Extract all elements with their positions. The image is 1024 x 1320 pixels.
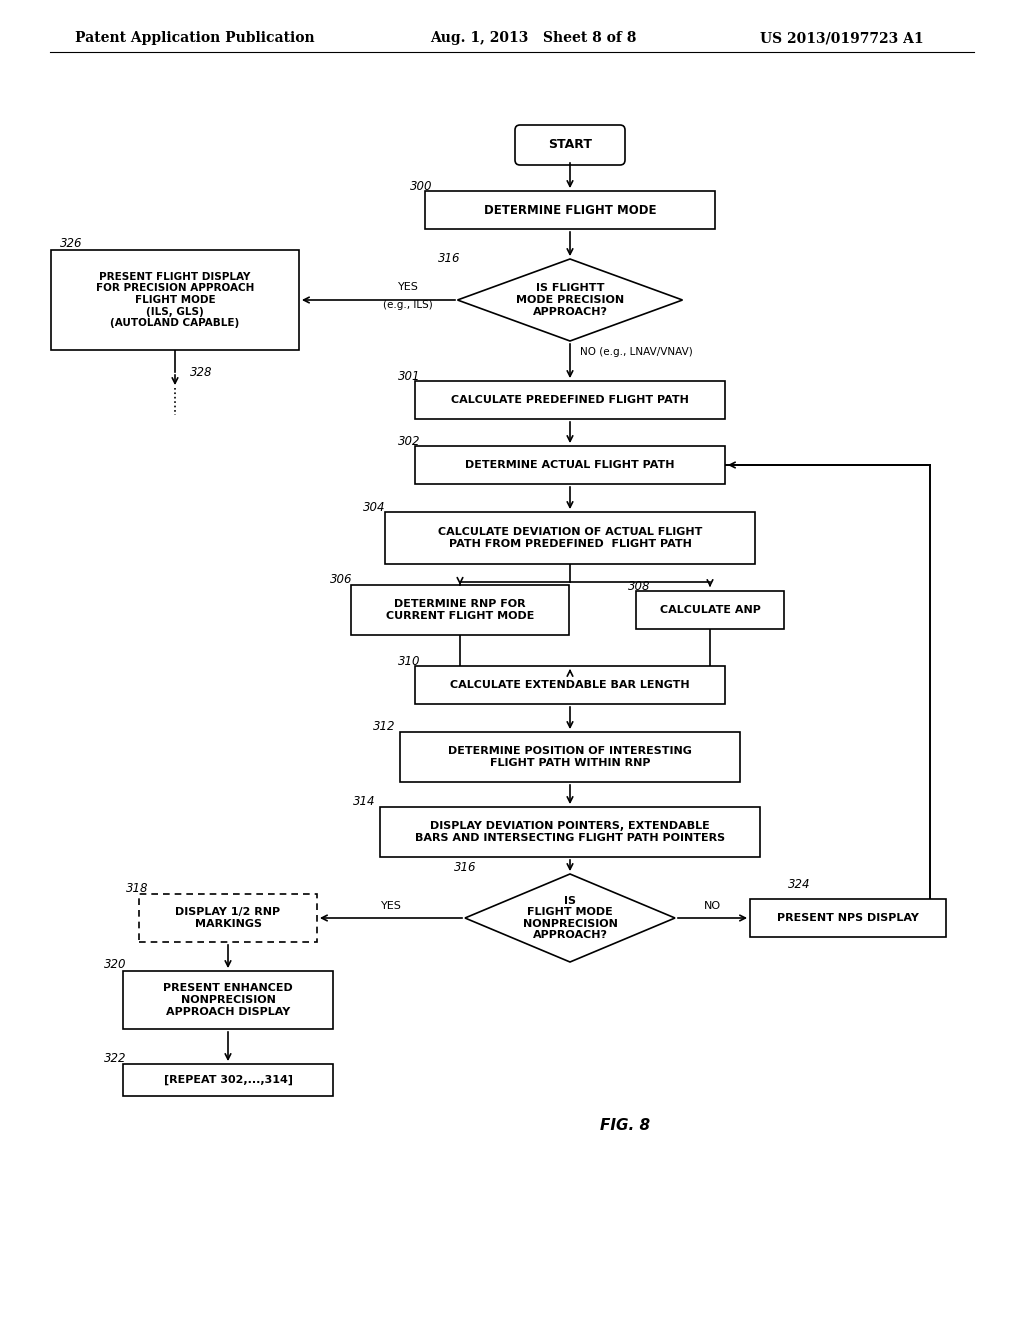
Text: YES: YES	[381, 902, 401, 911]
Text: 316: 316	[454, 861, 476, 874]
Bar	[123, 1064, 333, 1096]
Bar	[123, 972, 333, 1030]
FancyBboxPatch shape	[515, 125, 625, 165]
Bar	[415, 667, 725, 704]
Text: PRESENT ENHANCED
NONPRECISION
APPROACH DISPLAY: PRESENT ENHANCED NONPRECISION APPROACH D…	[163, 983, 293, 1016]
Bar	[51, 249, 299, 350]
Text: DETERMINE POSITION OF INTERESTING
FLIGHT PATH WITHIN RNP: DETERMINE POSITION OF INTERESTING FLIGHT…	[449, 746, 692, 768]
Bar	[415, 381, 725, 418]
Text: 320: 320	[104, 958, 127, 972]
Text: YES: YES	[397, 282, 419, 292]
Text: 310: 310	[398, 655, 421, 668]
Text: CALCULATE ANP: CALCULATE ANP	[659, 605, 761, 615]
Text: 306: 306	[330, 573, 352, 586]
Text: 308: 308	[628, 579, 650, 593]
Text: DISPLAY 1/2 RNP
MARKINGS: DISPLAY 1/2 RNP MARKINGS	[175, 907, 281, 929]
Text: 324: 324	[788, 878, 811, 891]
Bar	[139, 894, 317, 942]
Text: 318: 318	[126, 882, 148, 895]
Text: IS FLIGHTT
MODE PRECISION
APPROACH?: IS FLIGHTT MODE PRECISION APPROACH?	[516, 284, 624, 317]
Polygon shape	[458, 259, 683, 341]
Text: [REPEAT 302,...,314]: [REPEAT 302,...,314]	[164, 1074, 293, 1085]
Text: Patent Application Publication: Patent Application Publication	[75, 30, 314, 45]
Text: START: START	[548, 139, 592, 152]
Text: (e.g., ILS): (e.g., ILS)	[383, 300, 433, 310]
Polygon shape	[465, 874, 675, 962]
Bar	[636, 591, 784, 630]
Bar	[415, 446, 725, 484]
Text: 300: 300	[410, 180, 432, 193]
Bar	[351, 585, 569, 635]
Text: 316: 316	[438, 252, 461, 265]
Bar	[400, 733, 740, 781]
Text: NO (e.g., LNAV/VNAV): NO (e.g., LNAV/VNAV)	[580, 347, 693, 356]
Text: US 2013/0197723 A1: US 2013/0197723 A1	[760, 30, 924, 45]
Text: CALCULATE PREDEFINED FLIGHT PATH: CALCULATE PREDEFINED FLIGHT PATH	[451, 395, 689, 405]
Text: 312: 312	[373, 719, 395, 733]
Bar	[425, 191, 715, 228]
Text: Aug. 1, 2013   Sheet 8 of 8: Aug. 1, 2013 Sheet 8 of 8	[430, 30, 636, 45]
Text: FIG. 8: FIG. 8	[600, 1118, 650, 1133]
Text: PRESENT FLIGHT DISPLAY
FOR PRECISION APPROACH
FLIGHT MODE
(ILS, GLS)
(AUTOLAND C: PRESENT FLIGHT DISPLAY FOR PRECISION APP…	[96, 272, 254, 329]
Text: 314: 314	[353, 795, 376, 808]
Text: DETERMINE FLIGHT MODE: DETERMINE FLIGHT MODE	[483, 203, 656, 216]
Text: DETERMINE ACTUAL FLIGHT PATH: DETERMINE ACTUAL FLIGHT PATH	[465, 459, 675, 470]
Text: DETERMINE RNP FOR
CURRENT FLIGHT MODE: DETERMINE RNP FOR CURRENT FLIGHT MODE	[386, 599, 535, 620]
Bar	[385, 512, 755, 564]
Text: CALCULATE EXTENDABLE BAR LENGTH: CALCULATE EXTENDABLE BAR LENGTH	[451, 680, 690, 690]
Bar	[380, 807, 760, 857]
Text: CALCULATE DEVIATION OF ACTUAL FLIGHT
PATH FROM PREDEFINED  FLIGHT PATH: CALCULATE DEVIATION OF ACTUAL FLIGHT PAT…	[438, 527, 702, 549]
Text: NO: NO	[703, 902, 721, 911]
Text: 322: 322	[104, 1052, 127, 1065]
Text: PRESENT NPS DISPLAY: PRESENT NPS DISPLAY	[777, 913, 919, 923]
Text: 302: 302	[398, 436, 421, 447]
Text: 326: 326	[60, 238, 83, 249]
Text: 304: 304	[362, 502, 385, 513]
Text: 328: 328	[190, 366, 213, 379]
Text: 301: 301	[398, 370, 421, 383]
Bar	[750, 899, 946, 937]
Text: DISPLAY DEVIATION POINTERS, EXTENDABLE
BARS AND INTERSECTING FLIGHT PATH POINTER: DISPLAY DEVIATION POINTERS, EXTENDABLE B…	[415, 821, 725, 842]
Text: IS
FLIGHT MODE
NONPRECISION
APPROACH?: IS FLIGHT MODE NONPRECISION APPROACH?	[522, 895, 617, 940]
